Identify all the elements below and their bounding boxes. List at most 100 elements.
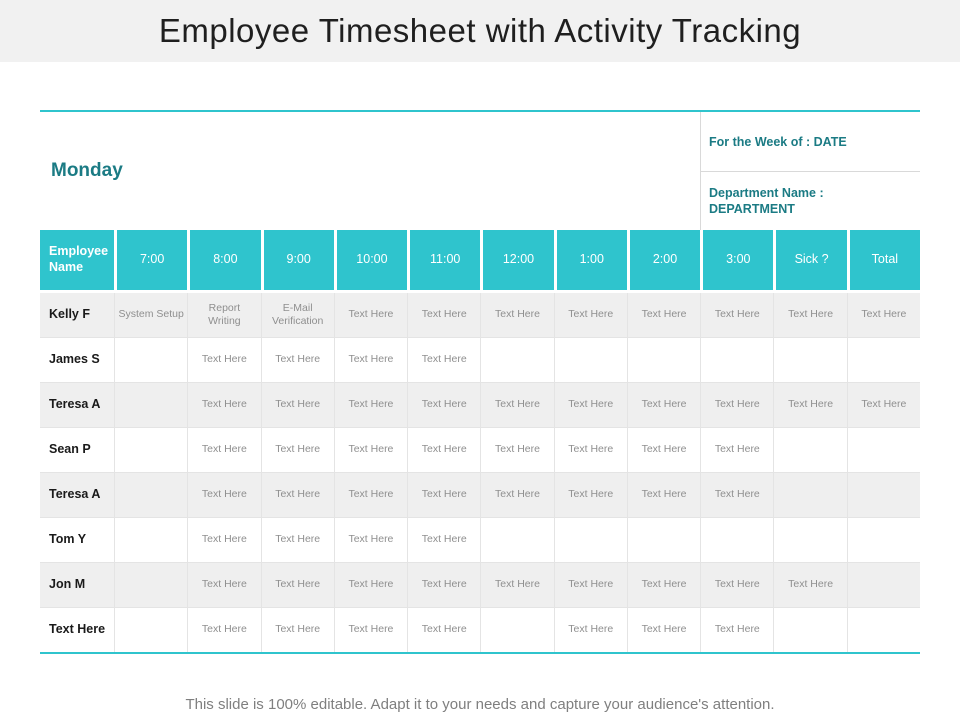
timesheet-cell: Text Here [334, 338, 408, 382]
timesheet-cell: Text Here [261, 563, 334, 607]
timesheet-cell: Text Here [481, 563, 554, 607]
timesheet-cell [774, 473, 847, 517]
timesheet-cell [847, 338, 920, 382]
timesheet-cell: Text Here [701, 383, 774, 427]
timesheet-cell: Text Here [481, 473, 554, 517]
timesheet-cell [115, 473, 188, 517]
timesheet-cell: Text Here [408, 383, 481, 427]
timesheet-cell: Text Here [627, 293, 701, 337]
timesheet-cell [847, 518, 920, 562]
timesheet-cell: Text Here [774, 383, 847, 427]
timesheet-cell [481, 608, 554, 652]
timesheet-cell: Text Here [627, 608, 701, 652]
timesheet-cell: Text Here [774, 563, 847, 607]
timesheet-cell: Text Here [334, 293, 408, 337]
department-label-line2: DEPARTMENT [709, 202, 795, 216]
timesheet-cell [701, 338, 774, 382]
timesheet-cell [701, 518, 774, 562]
timesheet-cell [847, 428, 920, 472]
footer-note: This slide is 100% editable. Adapt it to… [185, 696, 775, 713]
employee-name-cell: Text Here [40, 608, 114, 652]
slide-content: Monday For the Week of : DATE Department… [40, 110, 920, 654]
info-side-panel: For the Week of : DATE Department Name :… [700, 112, 920, 230]
timesheet-cell: Text Here [188, 563, 261, 607]
timesheet-cell: Text Here [627, 563, 701, 607]
timesheet-cell: Text Here [334, 428, 408, 472]
timesheet-cell: Text Here [701, 428, 774, 472]
timesheet-cell: Text Here [334, 608, 408, 652]
timesheet-cell: Text Here [261, 383, 334, 427]
info-section: Monday For the Week of : DATE Department… [40, 110, 920, 230]
timesheet-cell [847, 473, 920, 517]
timesheet-header-row: Employee Name 7:00 8:00 9:00 10:00 11:00 12:00… [40, 230, 920, 290]
timesheet-cell [481, 518, 554, 562]
timesheet-cell [115, 563, 188, 607]
timesheet-cell: Text Here [408, 473, 481, 517]
employee-name-cell: James S [40, 338, 114, 382]
timesheet-cell: Text Here [188, 518, 261, 562]
timesheet-cell [115, 428, 188, 472]
timesheet-cell [554, 518, 627, 562]
timesheet-cell: Text Here [627, 383, 701, 427]
employee-name-cell: Tom Y [40, 518, 114, 562]
column-header-8-00: 8:00 [190, 230, 261, 290]
timesheet-cell: Text Here [481, 383, 554, 427]
timesheet-cell: Text Here [261, 608, 334, 652]
timesheet-cell [774, 338, 847, 382]
department-box: Department Name : DEPARTMENT [701, 172, 920, 230]
timesheet-cell [774, 428, 847, 472]
timesheet-cell: Text Here [701, 563, 774, 607]
column-header-11-00: 11:00 [410, 230, 481, 290]
timesheet-cell: Text Here [334, 473, 408, 517]
timesheet-cell: Text Here [481, 428, 554, 472]
timesheet-cell: Text Here [701, 608, 774, 652]
column-header-12-00: 12:00 [483, 230, 554, 290]
column-header-7-00: 7:00 [117, 230, 188, 290]
timesheet-cell: Text Here [481, 293, 554, 337]
timesheet-cell: Text Here [554, 428, 627, 472]
timesheet-cell: Text Here [261, 473, 334, 517]
timesheet-cell: Text Here [334, 518, 408, 562]
timesheet-cell: Text Here [847, 293, 920, 337]
timesheet-cell: Text Here [188, 473, 261, 517]
timesheet-cell [115, 518, 188, 562]
employee-name-cell: Teresa A [40, 473, 114, 517]
employee-name-cell: Sean P [40, 428, 114, 472]
timesheet-cell: Text Here [408, 338, 481, 382]
column-header-sick: Sick ? [776, 230, 847, 290]
week-of-box: For the Week of : DATE [701, 112, 920, 172]
employee-name-cell: Teresa A [40, 383, 114, 427]
timesheet-body: Kelly F System Setup Report Writing E-Mail … [40, 293, 920, 654]
timesheet-cell: System Setup [115, 293, 188, 337]
week-of-label: For the Week of : DATE [709, 134, 847, 149]
timesheet-cell: Report Writing [188, 293, 261, 337]
timesheet-cell [115, 608, 188, 652]
column-header-1-00: 1:00 [556, 230, 627, 290]
timesheet-cell: Text Here [334, 383, 408, 427]
column-header-10-00: 10:00 [336, 230, 408, 290]
timesheet-cell: Text Here [627, 428, 701, 472]
timesheet-cell: Text Here [334, 563, 408, 607]
timesheet-cell: Text Here [774, 293, 847, 337]
day-area: Monday [40, 112, 700, 230]
employee-name-cell: Jon M [40, 563, 114, 607]
timesheet-cell: Text Here [408, 608, 481, 652]
timesheet-cell [481, 338, 554, 382]
timesheet-cell: Text Here [627, 473, 701, 517]
timesheet-cell: Text Here [554, 608, 627, 652]
timesheet-cell: Text Here [261, 518, 334, 562]
timesheet-cell: Text Here [554, 473, 627, 517]
timesheet-cell: Text Here [701, 473, 774, 517]
column-header-employee-name: Employee Name [40, 230, 114, 290]
department-label-line1: Department Name : [709, 185, 824, 200]
title-bar: Employee Timesheet with Activity Trackin… [0, 0, 960, 62]
timesheet-cell: Text Here [554, 383, 627, 427]
timesheet-cell: E-Mail Verification [261, 293, 334, 337]
timesheet-cell: Text Here [408, 518, 481, 562]
day-label: Monday [51, 160, 123, 181]
timesheet-cell: Text Here [261, 428, 334, 472]
timesheet-cell: Text Here [188, 608, 261, 652]
column-header-9-00: 9:00 [263, 230, 334, 290]
timesheet-cell [774, 608, 847, 652]
